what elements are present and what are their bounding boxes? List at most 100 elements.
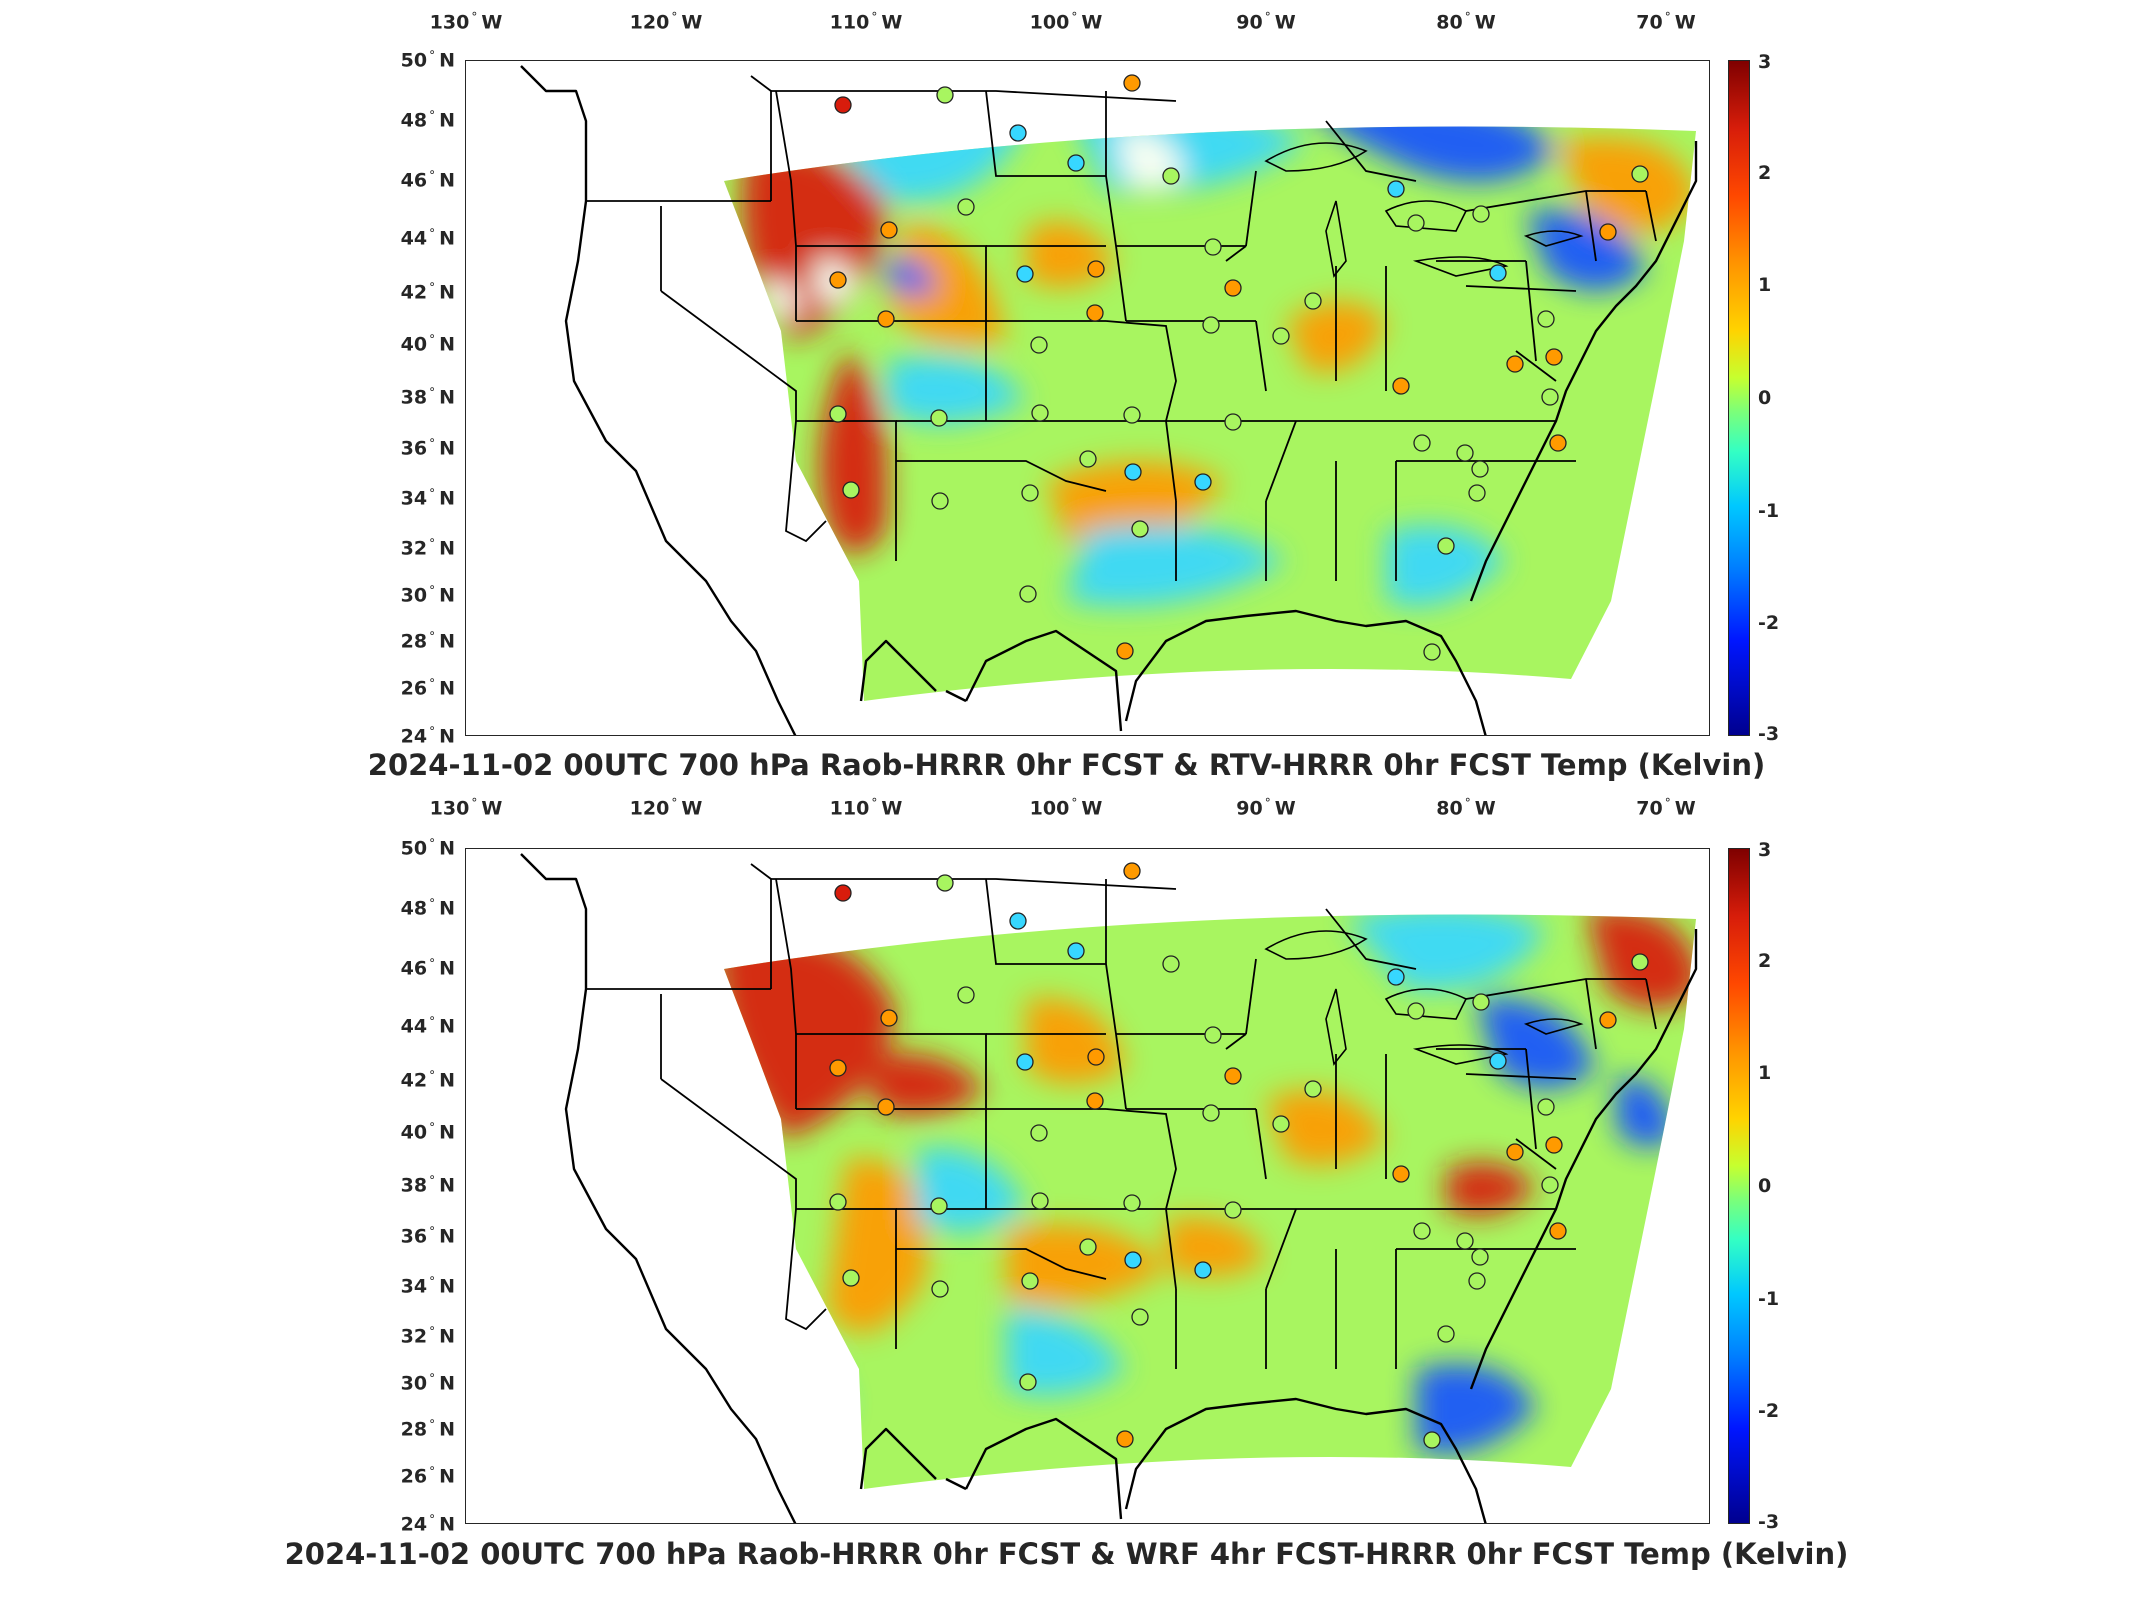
state-boundary [785,420,827,543]
anomaly-region [819,351,888,554]
raob-station-marker [1599,1011,1617,1029]
raob-station-marker [1224,1067,1242,1085]
raob-station-marker [829,1059,847,1077]
lat-label: 34 ° N [400,1274,455,1298]
raob-station-marker [1087,1048,1105,1066]
state-boundary [775,878,797,1109]
coastline [520,65,1698,735]
model-domain [724,914,1696,1489]
state-boundary [896,460,1107,492]
raob-station-marker [1067,154,1085,172]
raob-station-marker [1407,1002,1425,1020]
raob-station-marker [931,492,949,510]
state-boundary [1645,978,1657,1030]
raob-station-marker [1202,1104,1220,1122]
lat-label: 34 ° N [400,486,455,510]
raob-station-marker [1009,124,1027,142]
anomaly-region [1556,137,1696,234]
colorbar-tick-label: 2 [1758,949,1772,972]
raob-station-marker [842,1269,860,1287]
colorbar-tick-label: -3 [1758,723,1780,745]
state-boundary [1515,1138,1557,1170]
state-boundary [785,1208,827,1331]
raob-station-marker [1272,1115,1290,1133]
state-boundary [1105,91,1127,322]
raob-station-marker [1537,310,1555,328]
state-boundary [771,90,1177,102]
state-boundary [1465,285,1577,292]
state-boundary [1255,320,1267,392]
state-boundary [1165,1208,1177,1290]
state-boundary [1105,879,1127,1110]
raob-station-marker [1549,434,1567,452]
state-boundary [1255,1108,1267,1180]
raob-station-marker [834,96,852,114]
lat-label: 48 ° N [400,896,455,920]
great-lake [1325,200,1347,278]
state-boundary [1585,190,1597,262]
lat-label: 26 ° N [400,676,455,700]
anomaly-region [1046,461,1226,545]
raob-station-marker [1124,463,1142,481]
raob-station-marker [1437,1325,1455,1343]
raob-station-marker [1506,1143,1524,1161]
great-lake [1384,200,1468,232]
raob-station-marker [930,409,948,427]
panel-title: 2024-11-02 00UTC 700 hPa Raob-HRRR 0hr F… [284,1537,1849,1571]
lat-label: 32 ° N [400,1324,455,1348]
raob-station-marker [1030,1124,1048,1142]
raob-station-marker [1489,264,1507,282]
raob-station-marker [1392,1165,1410,1183]
coastline [520,853,1698,1523]
raob-station-marker [1631,165,1649,183]
raob-station-marker [1468,484,1486,502]
raob-station-marker [1031,404,1049,422]
raob-station-marker [1162,167,1180,185]
great-lake [1325,988,1347,1066]
lon-label: 80 ° W [1436,10,1496,34]
raob-station-marker [1067,942,1085,960]
great-lake [1412,256,1509,277]
great-lake [1412,1044,1509,1065]
colorbar-tick-label: 1 [1758,274,1772,297]
lat-label: 38 ° N [400,1173,455,1197]
great-lake [1523,230,1584,247]
temperature-difference-map [520,65,1698,735]
state-boundary [1105,1108,1177,1210]
colorbar-tick-label: -3 [1758,1511,1780,1533]
lat-label: 44 ° N [400,1014,455,1038]
colorbar-tick-label: 1 [1758,1062,1772,1085]
raob-station-marker [1224,413,1242,431]
anomaly-region [826,1158,927,1333]
raob-station-marker [1031,1192,1049,1210]
raob-station-marker [880,1009,898,1027]
raob-station-marker [1456,444,1474,462]
raob-station-marker [1079,1238,1097,1256]
raob-station-marker [1545,1136,1563,1154]
state-boundary [771,878,1177,890]
raob-station-marker [1123,1194,1141,1212]
raob-station-marker [829,405,847,423]
raob-station-marker [1087,260,1105,278]
lat-label: 26 ° N [400,1464,455,1488]
lat-label: 42 ° N [400,280,455,304]
colorbar [1728,60,1750,736]
raob-station-marker [930,1197,948,1215]
colorbar-tick-label: 2 [1758,161,1772,184]
raob-station-marker [1194,473,1212,491]
raob-station-marker [880,221,898,239]
raob-station-marker [1194,1261,1212,1279]
lon-label: 70 ° W [1636,796,1696,820]
anomaly-region [1526,209,1646,291]
raob-station-marker [1131,1308,1149,1326]
raob-station-marker [1116,1430,1134,1448]
lon-label: 120 ° W [629,796,703,820]
raob-station-marker [1471,1248,1489,1266]
state-boundary [1515,350,1557,382]
raob-station-marker [1541,1176,1559,1194]
raob-station-marker [1204,1026,1222,1044]
great-lake [1523,1018,1584,1035]
raob-station-marker [877,1098,895,1116]
raob-station-marker [1021,484,1039,502]
lat-label: 24 ° N [400,1512,455,1536]
